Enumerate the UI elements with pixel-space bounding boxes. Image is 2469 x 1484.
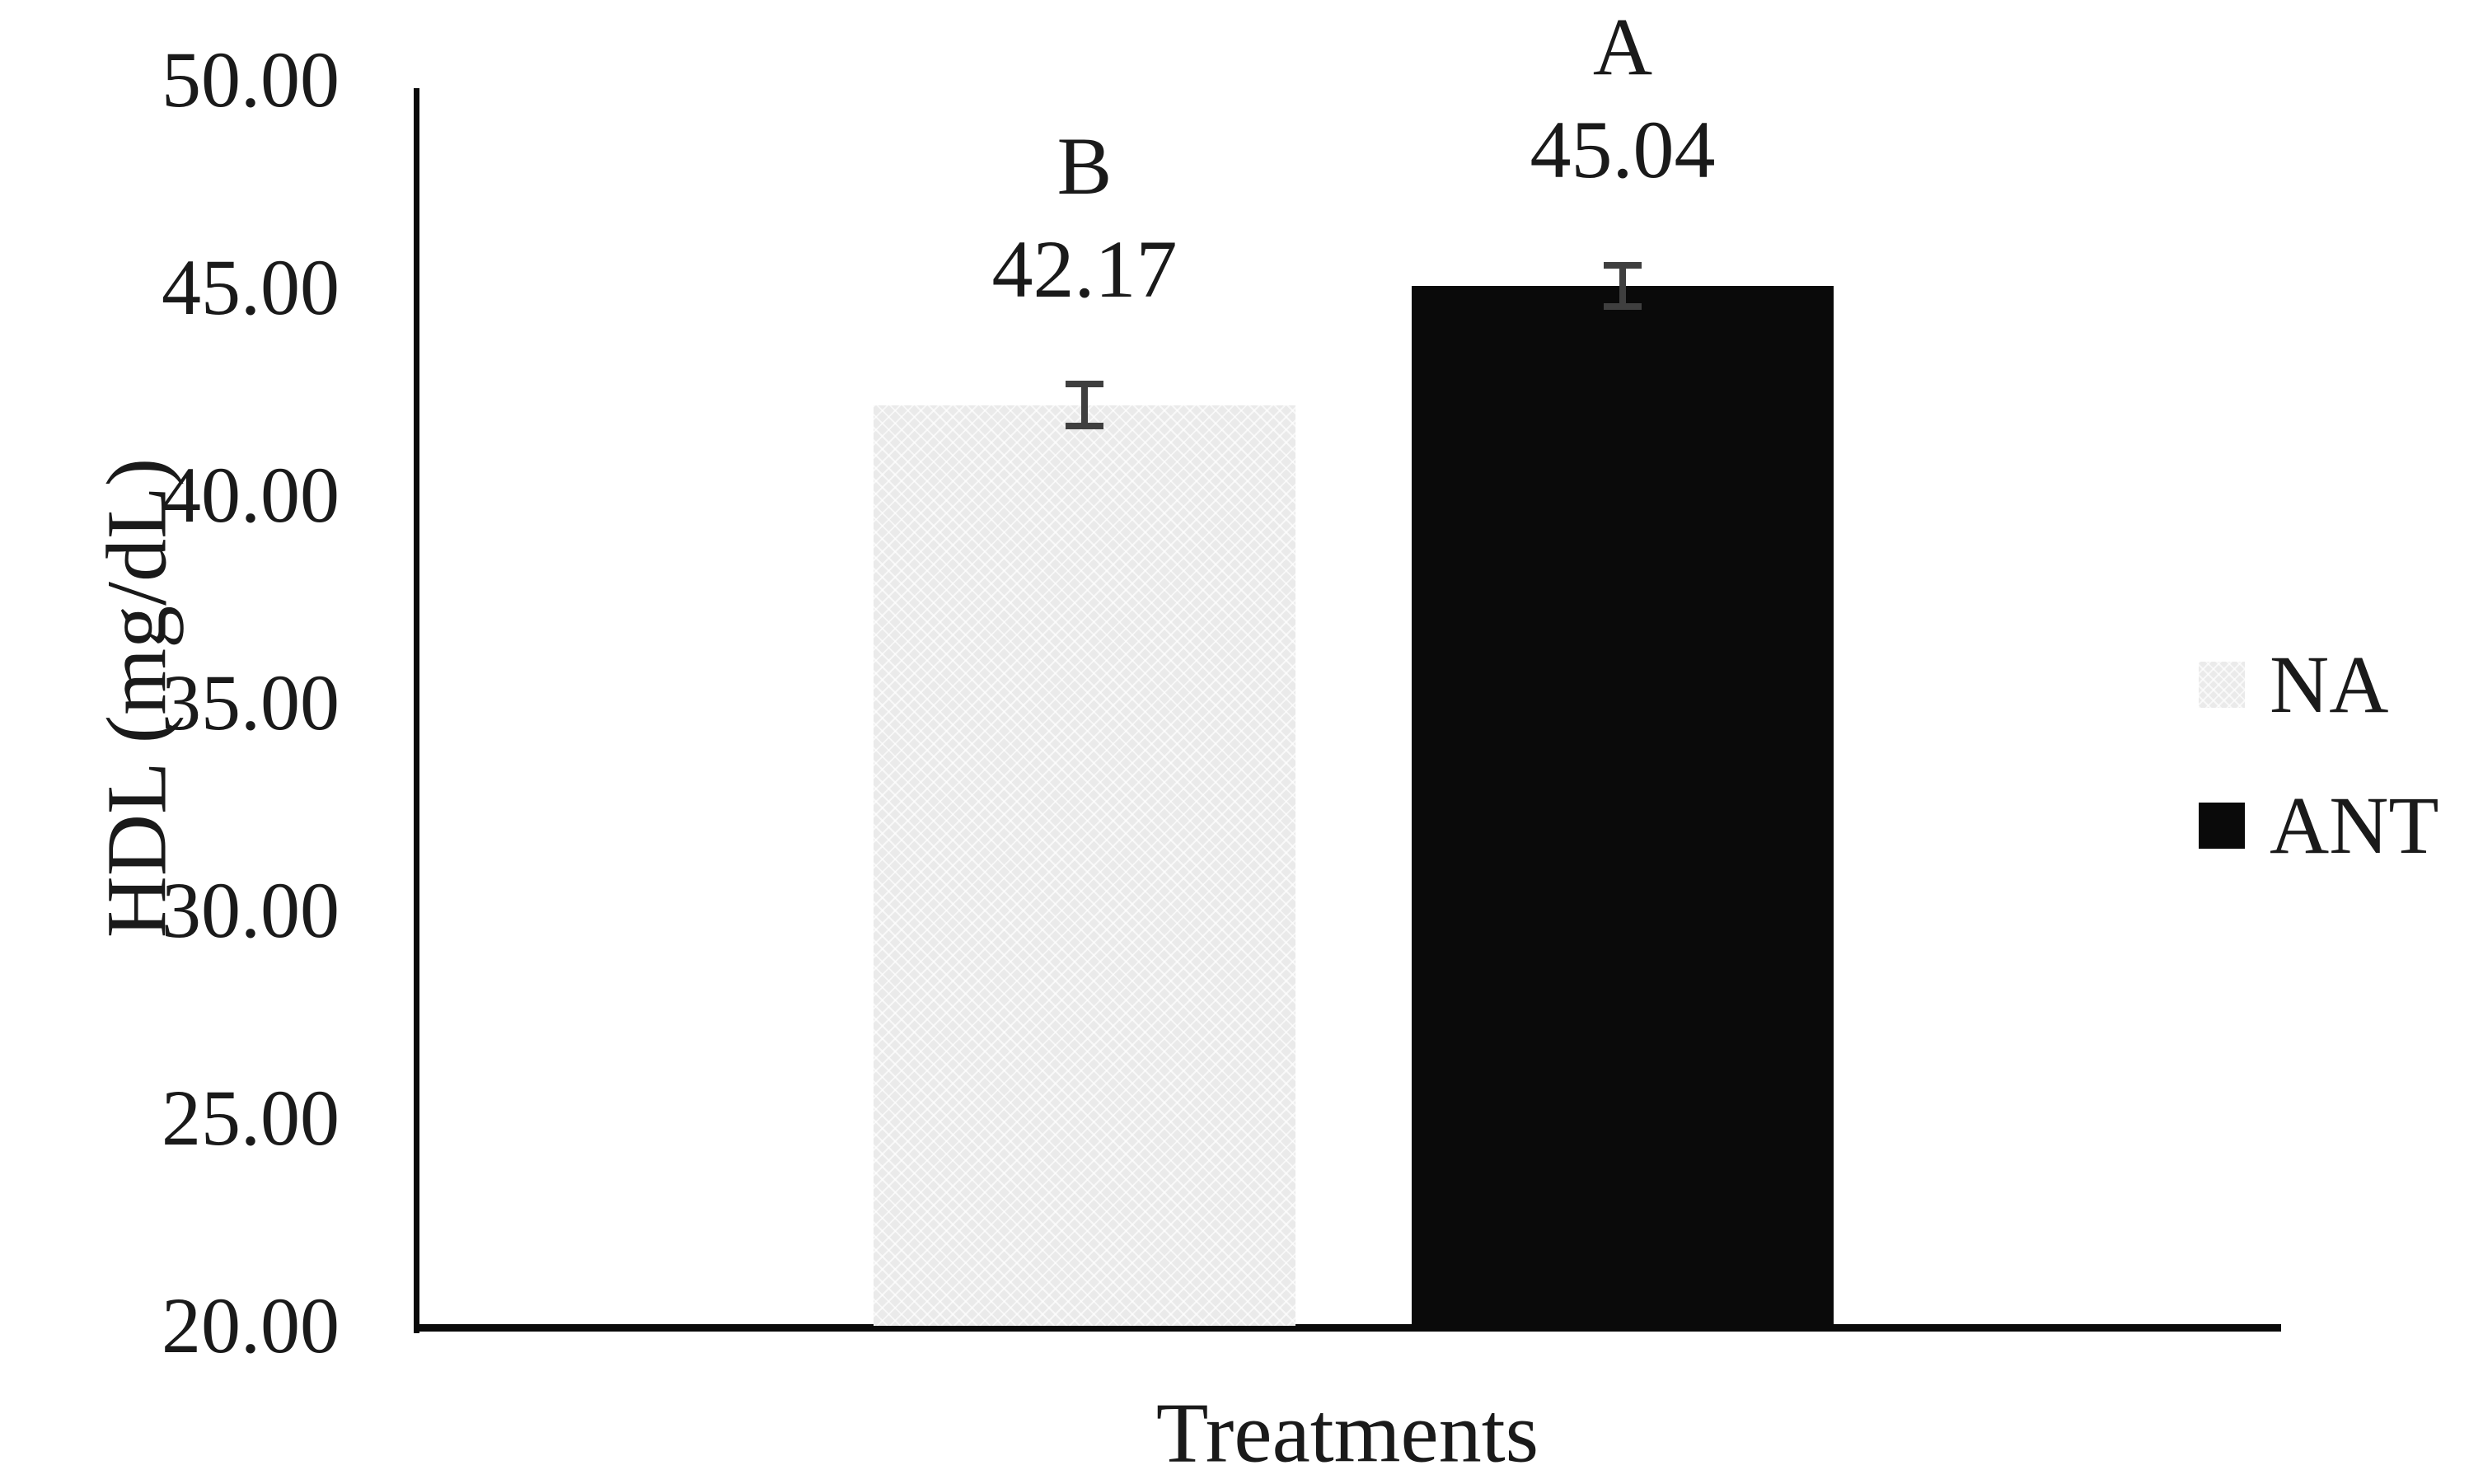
y-tick-label: 20.00	[162, 1281, 340, 1369]
significance-letter-ant: A	[1592, 0, 1653, 92]
significance-letter-na: B	[1056, 119, 1113, 212]
error-bar-cap-bottom	[1066, 422, 1103, 429]
x-axis-line	[414, 1324, 2281, 1332]
y-tick-label: 35.00	[162, 658, 340, 747]
bar-na	[874, 405, 1295, 1326]
legend-label-ant: ANT	[2270, 779, 2439, 871]
y-tick-label: 40.00	[162, 451, 340, 539]
y-axis-line	[414, 88, 419, 1333]
legend-swatch-na	[2199, 662, 2245, 708]
error-bar-cap-bottom	[1604, 303, 1642, 311]
y-tick-label: 50.00	[162, 35, 340, 124]
legend-swatch-ant	[2199, 803, 2245, 849]
error-bar-cap-top	[1604, 261, 1642, 269]
y-tick-label: 30.00	[162, 866, 340, 954]
y-tick-label: 45.00	[162, 243, 340, 331]
value-label-ant: 45.04	[1530, 103, 1716, 195]
error-bar-stem	[1619, 264, 1626, 307]
x-axis-title: Treatments	[1155, 1385, 1539, 1481]
value-label-na: 42.17	[991, 222, 1178, 315]
legend-label-na: NA	[2270, 639, 2389, 730]
y-tick-label: 25.00	[162, 1074, 340, 1162]
error-bar-cap-top	[1066, 381, 1103, 388]
bar-ant	[1412, 285, 1834, 1326]
error-bar-stem	[1081, 384, 1088, 426]
